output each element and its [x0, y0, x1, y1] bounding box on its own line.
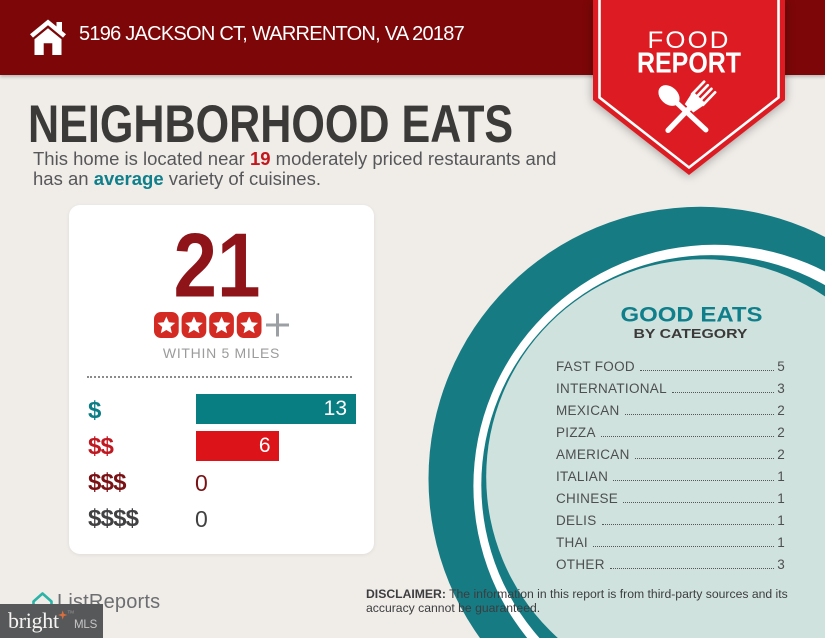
svg-text:BY CATEGORY: BY CATEGORY	[634, 326, 748, 341]
svg-text:REPORT: REPORT	[637, 47, 741, 79]
svg-text:MLS: MLS	[74, 619, 98, 631]
svg-text:FOOD: FOOD	[648, 27, 731, 54]
svg-text:TM: TM	[68, 610, 75, 615]
svg-text:bright: bright	[8, 608, 59, 633]
svg-text:21: 21	[174, 216, 261, 317]
svg-text:GOOD EATS: GOOD EATS	[621, 302, 763, 326]
